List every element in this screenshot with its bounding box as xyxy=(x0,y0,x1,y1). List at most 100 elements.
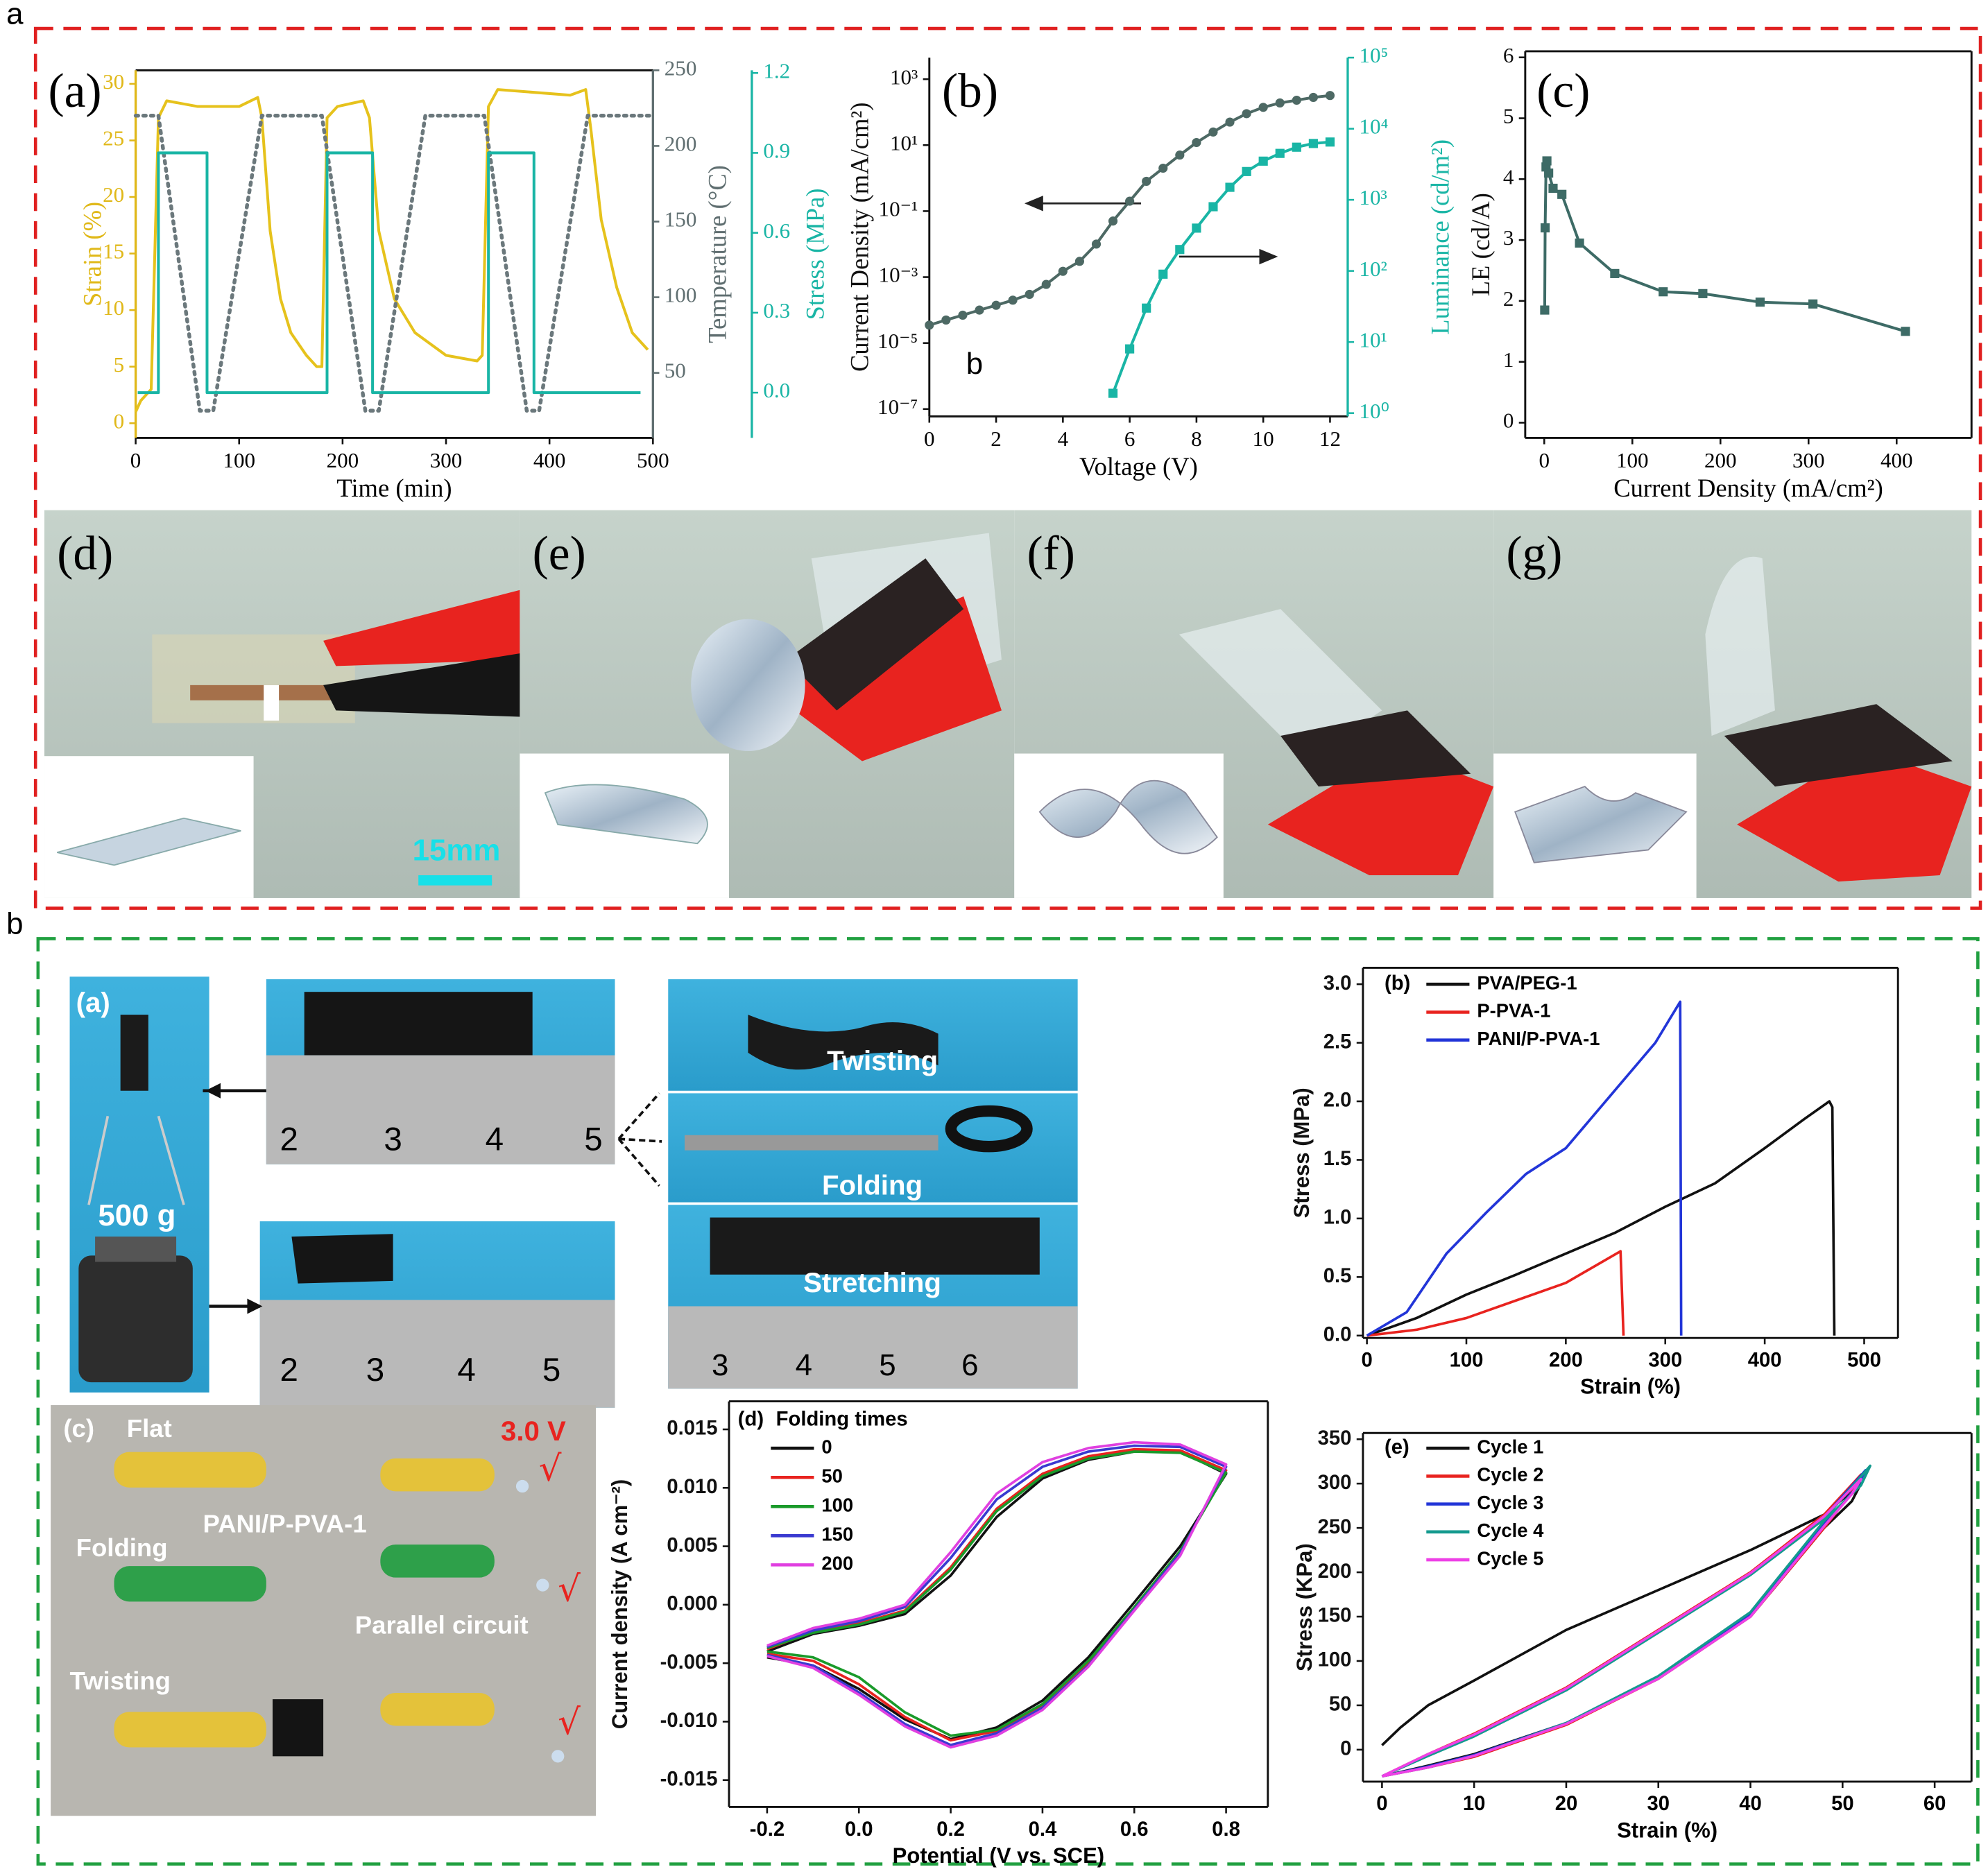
y-tick-label: -0.015 xyxy=(660,1768,718,1790)
y-tick-label: 10³ xyxy=(890,64,918,89)
panel-a-border xyxy=(33,26,1982,910)
photo-label: (g) xyxy=(1506,527,1562,580)
check-mark: √ xyxy=(558,1569,581,1610)
y-tick-label: 0.005 xyxy=(667,1534,717,1556)
panel-b-border xyxy=(36,937,1980,1866)
y-tick-label: 10¹ xyxy=(1359,327,1387,352)
data-point xyxy=(1142,303,1151,313)
x-tick-label: 100 xyxy=(223,448,255,472)
y-tick-label: 0.015 xyxy=(667,1418,717,1440)
ruler-label: 5 xyxy=(879,1348,896,1382)
data-point xyxy=(1258,103,1268,112)
legend-label: P-PVA-1 xyxy=(1477,1000,1550,1022)
circuit-label: Folding xyxy=(76,1533,168,1562)
x-tick-label: 8 xyxy=(1191,427,1202,451)
mode-label: Folding xyxy=(822,1169,923,1201)
x-tick-label: 300 xyxy=(1792,448,1825,472)
axis-title: Stress (MPa) xyxy=(1289,1087,1314,1218)
data-line xyxy=(1381,1464,1871,1778)
data-point xyxy=(925,320,934,330)
data-line xyxy=(133,114,655,413)
photo-modes: Twisting Folding Stretching 3 4 5 6 xyxy=(617,979,1078,1389)
y-tick-label: 0 xyxy=(114,408,125,433)
data-point xyxy=(1041,279,1051,289)
y-tick-label: -0.005 xyxy=(660,1651,718,1673)
y-tick-label: 0 xyxy=(1340,1738,1351,1760)
data-line xyxy=(766,1450,1228,1737)
y-tick-label: 3 xyxy=(1503,225,1514,250)
axis-title: Luminance (cd/m²) xyxy=(1425,139,1454,335)
x-tick-label: 0.8 xyxy=(1212,1818,1240,1841)
y-tick-label: 0.6 xyxy=(763,218,790,243)
x-tick-label: 12 xyxy=(1319,427,1341,451)
legend-title: Folding times xyxy=(776,1409,908,1431)
x-tick-label: 100 xyxy=(1616,448,1649,472)
circuit-label: Parallel circuit xyxy=(355,1611,529,1640)
ruler-label: 2 xyxy=(280,1121,298,1158)
y-tick-label: 0.000 xyxy=(667,1593,717,1615)
data-point xyxy=(1901,327,1910,336)
photo-ruler-top: 2 3 4 5 xyxy=(203,979,615,1164)
data-line xyxy=(1366,1100,1836,1337)
photo-label: (c) xyxy=(63,1414,94,1443)
data-point xyxy=(1275,148,1285,158)
data-line xyxy=(137,151,641,395)
y-tick-label: 0.010 xyxy=(667,1476,717,1498)
photo-weight: (a) 500 g xyxy=(69,976,209,1393)
y-tick-label: 1 xyxy=(1503,347,1514,372)
data-point xyxy=(1074,257,1084,266)
y-tick-label: 10⁻⁵ xyxy=(877,329,918,353)
y-tick-label: 6 xyxy=(1503,43,1514,67)
panel-label: (e) xyxy=(1385,1436,1409,1458)
circuit-label: Twisting xyxy=(70,1667,171,1695)
x-tick-label: 2 xyxy=(991,427,1002,451)
data-point xyxy=(1575,238,1584,248)
x-tick-label: 400 xyxy=(1880,448,1913,472)
panel-label: (c) xyxy=(1536,64,1590,118)
data-line xyxy=(1381,1482,1862,1778)
legend-label: Cycle 1 xyxy=(1477,1436,1543,1457)
data-point xyxy=(1275,98,1285,108)
data-point xyxy=(1192,223,1201,233)
y-tick-label: 250 xyxy=(665,55,697,80)
photo-label: (a) xyxy=(76,987,110,1018)
legend-label: PVA/PEG-1 xyxy=(1477,972,1577,993)
x-tick-label: 500 xyxy=(1847,1350,1881,1372)
data-point xyxy=(1008,295,1018,305)
y-tick-label: 3.0 xyxy=(1323,972,1352,995)
x-tick-label: 400 xyxy=(533,448,566,472)
circuit-label: Flat xyxy=(127,1414,172,1443)
annotation-arrows xyxy=(1024,196,1278,265)
legend-label: 150 xyxy=(821,1524,853,1545)
data-point xyxy=(1225,117,1235,127)
data-point xyxy=(1544,168,1554,178)
data-point xyxy=(1108,216,1118,226)
y-tick-label: 2 xyxy=(1503,286,1514,311)
y-tick-label: 150 xyxy=(1318,1605,1352,1627)
data-point xyxy=(1158,163,1168,173)
y-tick-label: 250 xyxy=(1318,1516,1352,1538)
data-point xyxy=(1808,299,1818,309)
axis-title: Voltage (V) xyxy=(1079,452,1198,481)
y-tick-label: 10 xyxy=(103,295,124,320)
ruler-label: 4 xyxy=(486,1121,504,1158)
data-line xyxy=(1543,159,1906,333)
x-tick-label: -0.2 xyxy=(750,1818,785,1841)
data-point xyxy=(1548,183,1558,193)
ruler-label: 2 xyxy=(280,1352,298,1388)
data-line xyxy=(766,1444,1228,1746)
data-point xyxy=(1659,287,1668,297)
y-tick-label: 30 xyxy=(103,69,124,94)
check-mark: √ xyxy=(539,1449,562,1490)
ruler-label: 5 xyxy=(584,1121,602,1158)
y-tick-label: 10⁻¹ xyxy=(879,197,918,221)
legend-label: PANI/P-PVA-1 xyxy=(1477,1028,1600,1049)
x-tick-label: 30 xyxy=(1647,1793,1670,1815)
panel-label: (a) xyxy=(48,64,101,118)
data-line xyxy=(766,1440,1228,1749)
y-tick-label: 10¹ xyxy=(890,130,918,155)
axis-title: Current Density (mA/cm²) xyxy=(845,102,873,372)
x-tick-label: 4 xyxy=(1058,427,1069,451)
x-tick-label: 300 xyxy=(1648,1350,1682,1372)
legend-label: Cycle 2 xyxy=(1477,1464,1543,1486)
